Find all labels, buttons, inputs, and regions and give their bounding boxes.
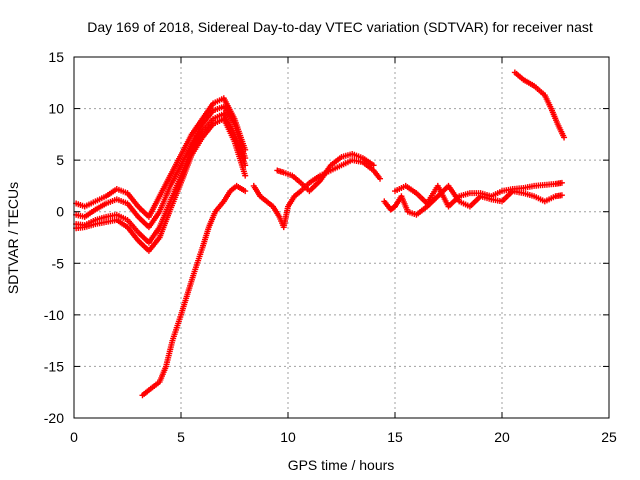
y-axis-title: SDTVAR / TECUs xyxy=(5,182,21,294)
y-tick-label: -5 xyxy=(52,255,65,271)
x-tick-label: 10 xyxy=(280,429,296,445)
y-tick-label: -15 xyxy=(44,358,64,374)
series-sat-h xyxy=(381,182,565,218)
chart-title: Day 169 of 2018, Sidereal Day-to-day VTE… xyxy=(87,19,593,35)
data-point xyxy=(561,134,568,141)
data-point xyxy=(242,172,249,179)
y-tick-label: 10 xyxy=(48,101,64,117)
x-tick-label: 5 xyxy=(177,429,185,445)
data-point xyxy=(558,179,565,186)
x-tick-label: 20 xyxy=(494,429,510,445)
series-sat-b xyxy=(73,103,249,231)
data-points xyxy=(73,69,568,399)
data-point xyxy=(370,162,377,169)
series-sat-i xyxy=(392,179,565,210)
x-axis-title: GPS time / hours xyxy=(288,457,395,473)
axes: 0 5 10 15 20 25 15 10 5 0 -5 -10 -15 -20 xyxy=(44,49,617,445)
plot-frame xyxy=(73,56,610,419)
x-tick-label: 0 xyxy=(70,429,78,445)
y-tick-label: 5 xyxy=(56,152,64,168)
y-tick-label: -10 xyxy=(44,307,64,323)
series-sat-e xyxy=(139,182,249,399)
data-point xyxy=(242,188,249,195)
series-sat-f xyxy=(250,157,384,231)
y-tick-label: 0 xyxy=(56,204,64,220)
data-point xyxy=(558,192,565,199)
y-tick-label: 15 xyxy=(48,49,64,65)
series-sat-a xyxy=(73,95,249,220)
grid xyxy=(74,57,609,418)
series-sat-j xyxy=(511,69,568,141)
series-sat-g xyxy=(274,150,377,195)
y-tick-label: -20 xyxy=(44,410,64,426)
x-tick-label: 25 xyxy=(601,429,617,445)
x-tick-label: 15 xyxy=(387,429,403,445)
data-point xyxy=(377,175,384,182)
series-sat-d xyxy=(73,115,249,254)
